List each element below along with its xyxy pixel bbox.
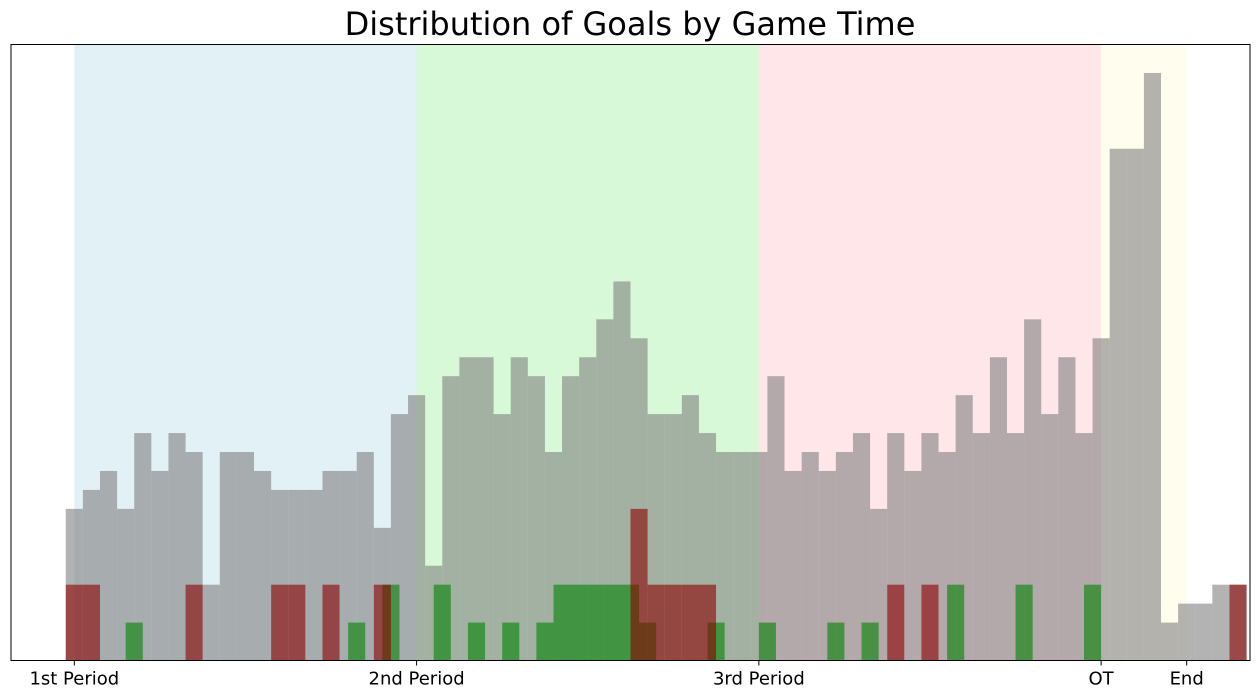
bar-series-2-bin-40 [758, 622, 776, 661]
bar-series-3-bin-35 [664, 584, 682, 661]
bar-series-2-bin-21 [433, 584, 451, 661]
bar-series-1-bin-2 [99, 470, 118, 661]
bar-series-2-bin-51 [947, 584, 965, 661]
bar-series-1-bin-23 [459, 357, 477, 661]
bar-series-2-bin-28 [553, 584, 571, 661]
bar-series-1-bin-41 [767, 376, 785, 661]
bar-series-1-bin-17 [356, 452, 374, 661]
bar-series-2-bin-46 [861, 622, 879, 661]
bar-series-3-bin-33 [630, 508, 648, 661]
bar-series-1-bin-64 [1161, 622, 1179, 661]
bar-series-3-bin-18 [373, 584, 391, 661]
x-tick-label-0: 1st Period [29, 669, 119, 690]
bar-series-1-bin-58 [1058, 357, 1076, 661]
bar-series-1-bin-61 [1109, 148, 1127, 661]
bar-series-3-bin-48 [887, 584, 905, 661]
bar-series-1-bin-25 [493, 414, 511, 661]
bar-series-1-bin-8 [202, 584, 220, 661]
bar-series-1-bin-44 [818, 470, 836, 661]
bar-series-3-bin-68 [1229, 584, 1247, 661]
bar-series-1-bin-49 [904, 470, 922, 661]
x-tick-label-2: 3rd Period [713, 669, 805, 690]
bar-series-2-bin-29 [570, 584, 588, 661]
bar-series-1-bin-20 [408, 395, 426, 661]
bar-series-1-bin-53 [972, 433, 990, 661]
bar-series-2-bin-31 [604, 584, 622, 661]
bar-series-3-bin-15 [322, 584, 340, 661]
x-tick-label-3: OT [1089, 669, 1115, 690]
bar-series-3-bin-50 [921, 584, 939, 661]
bar-series-3-bin-1 [82, 584, 100, 661]
bar-series-1-bin-27 [527, 376, 545, 661]
bar-series-2-bin-55 [1015, 584, 1033, 661]
bar-series-3-bin-37 [698, 584, 717, 661]
bar-series-2-bin-27 [536, 622, 554, 661]
bar-series-1-bin-24 [476, 357, 494, 661]
bar-series-1-bin-31 [596, 319, 614, 661]
bar-series-3-bin-34 [647, 584, 665, 661]
bar-series-1-bin-16 [339, 470, 357, 661]
bar-series-2-bin-25 [502, 622, 520, 661]
bar-series-3-bin-7 [185, 584, 203, 661]
bar-series-1-bin-38 [716, 452, 734, 661]
histogram-bars [65, 72, 1247, 661]
bar-series-2-bin-16 [348, 622, 366, 661]
bar-series-1-bin-14 [305, 489, 323, 661]
bar-series-3-bin-36 [681, 584, 699, 661]
bar-series-3-bin-0 [65, 584, 83, 661]
bar-series-1-bin-6 [168, 433, 186, 661]
bar-series-1-bin-43 [801, 452, 819, 661]
bar-series-1-bin-42 [784, 470, 802, 661]
bar-series-1-bin-54 [989, 357, 1007, 661]
period-bands [74, 44, 1187, 661]
bar-series-1-bin-56 [1024, 319, 1042, 661]
bar-series-1-bin-46 [852, 433, 871, 661]
bar-series-1-bin-40 [750, 452, 768, 661]
bar-series-1-bin-9 [219, 452, 237, 661]
bar-series-1-bin-57 [1041, 414, 1059, 661]
bar-series-1-bin-4 [134, 433, 152, 661]
bar-series-1-bin-10 [236, 452, 255, 661]
bar-series-1-bin-32 [613, 281, 631, 661]
bar-series-3-bin-13 [288, 584, 306, 661]
plot-frame [10, 44, 1251, 661]
x-tick-label-4: End [1170, 669, 1204, 690]
bar-series-1-bin-66 [1195, 603, 1213, 661]
bar-series-1-bin-45 [835, 452, 853, 661]
x-tick-label-1: 2nd Period [369, 669, 465, 690]
bar-series-1-bin-26 [510, 357, 528, 661]
bar-series-2-bin-30 [587, 584, 605, 661]
chart-title: Distribution of Goals by Game Time [345, 5, 916, 43]
bar-series-3-bin-12 [271, 584, 289, 661]
bar-series-2-bin-3 [125, 622, 143, 661]
bar-series-1-bin-67 [1212, 584, 1230, 661]
bar-series-1-bin-62 [1126, 148, 1144, 661]
bar-series-1-bin-5 [151, 470, 169, 661]
bar-series-2-bin-44 [827, 622, 845, 661]
bar-series-1-bin-63 [1143, 72, 1162, 661]
bar-series-2-bin-23 [467, 622, 486, 661]
bar-series-1-bin-60 [1092, 338, 1110, 661]
bar-series-1-bin-39 [733, 452, 751, 661]
bar-series-1-bin-65 [1178, 603, 1196, 661]
bar-series-2-bin-59 [1084, 584, 1102, 661]
bar-series-1-bin-11 [254, 470, 272, 661]
x-axis-ticks: 1st Period 2nd Period 3rd Period OT End [29, 660, 1204, 690]
